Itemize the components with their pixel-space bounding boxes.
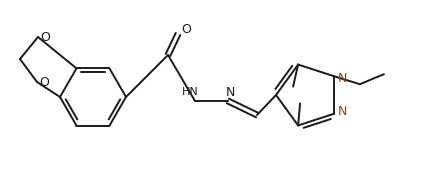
Text: O: O xyxy=(181,23,191,35)
Text: O: O xyxy=(40,31,50,44)
Text: N: N xyxy=(338,105,348,118)
Text: N: N xyxy=(225,85,235,99)
Text: HN: HN xyxy=(181,87,198,97)
Text: O: O xyxy=(39,75,49,89)
Text: N: N xyxy=(338,72,348,85)
